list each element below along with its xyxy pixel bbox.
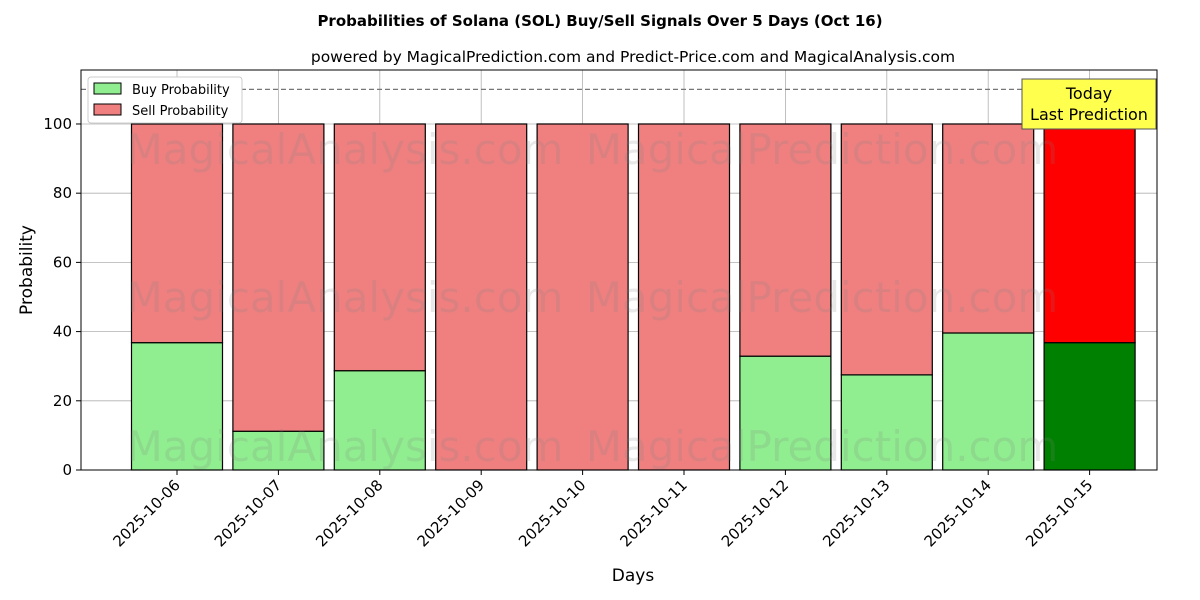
- watermarks: MagicalAnalysis.com MagicalPrediction.com…: [127, 125, 1059, 471]
- y-axis-label: Probability: [17, 225, 37, 315]
- watermark: MagicalPrediction.com: [586, 422, 1059, 471]
- watermark: MagicalPrediction.com: [586, 125, 1059, 174]
- y-tick-label: 0: [62, 461, 72, 479]
- x-tick-label: 2025-10-10: [515, 476, 589, 550]
- sell-bar: [637, 123, 731, 471]
- x-tick-label: 2025-10-14: [921, 476, 995, 550]
- y-tick-label: 60: [53, 253, 72, 271]
- buy-bar: [739, 355, 832, 471]
- bars: [130, 123, 1136, 471]
- today-annotation: Today Last Prediction: [1021, 78, 1157, 130]
- watermark: MagicalAnalysis.com: [127, 422, 564, 471]
- x-tick-label: 2025-10-08: [312, 476, 386, 550]
- sell-bar: [739, 123, 832, 357]
- buy-bar: [840, 374, 933, 471]
- x-tick-label: 2025-10-07: [211, 476, 285, 550]
- y-tick-label: 20: [53, 392, 72, 410]
- sell-bar: [130, 123, 224, 344]
- sell-bar: [435, 123, 528, 471]
- legend-swatch-buy: [93, 82, 122, 95]
- plot-frame: [80, 69, 1158, 471]
- x-tick-label: 2025-10-13: [819, 476, 893, 550]
- svg-text:Last Prediction: Last Prediction: [1030, 105, 1148, 124]
- legend-label-buy: Buy Probability: [132, 83, 230, 98]
- legend-label-sell: Sell Probability: [132, 104, 229, 119]
- buy-bar: [942, 332, 1035, 471]
- x-tick-label: 2025-10-11: [616, 476, 690, 550]
- watermark: MagicalAnalysis.com: [127, 125, 564, 174]
- buy-bar: [1043, 342, 1136, 471]
- y-tick-label: 40: [53, 323, 72, 341]
- chart-subtitle: powered by MagicalPrediction.com and Pre…: [311, 48, 955, 66]
- legend-swatch-sell: [93, 103, 122, 116]
- svg-text:Today: Today: [1065, 84, 1112, 103]
- x-tick-label: 2025-10-06: [109, 476, 183, 550]
- x-tick-label: 2025-10-09: [414, 476, 488, 550]
- watermark: MagicalPrediction.com: [586, 273, 1059, 322]
- sell-bar: [232, 123, 325, 432]
- x-tick-label: 2025-10-12: [718, 476, 792, 550]
- x-ticks: 2025-10-06 2025-10-07 2025-10-08 2025-10-09…: [109, 470, 1096, 550]
- legend: Buy Probability Sell Probability: [87, 76, 243, 124]
- y-tick-label: 100: [43, 115, 72, 133]
- sell-bar: [333, 123, 426, 372]
- sell-bar: [840, 123, 933, 376]
- y-ticks: 0 20 40 60 80 100: [43, 115, 81, 479]
- sell-bar: [1043, 123, 1136, 344]
- x-axis-label: Days: [612, 566, 655, 586]
- sell-bar: [942, 123, 1035, 334]
- y-tick-label: 80: [53, 184, 72, 202]
- buy-bar: [333, 370, 426, 471]
- buy-bar: [130, 342, 224, 471]
- watermark: MagicalAnalysis.com: [127, 273, 564, 322]
- chart-title: Probabilities of Solana (SOL) Buy/Sell S…: [317, 12, 882, 30]
- x-tick-label: 2025-10-15: [1022, 476, 1096, 550]
